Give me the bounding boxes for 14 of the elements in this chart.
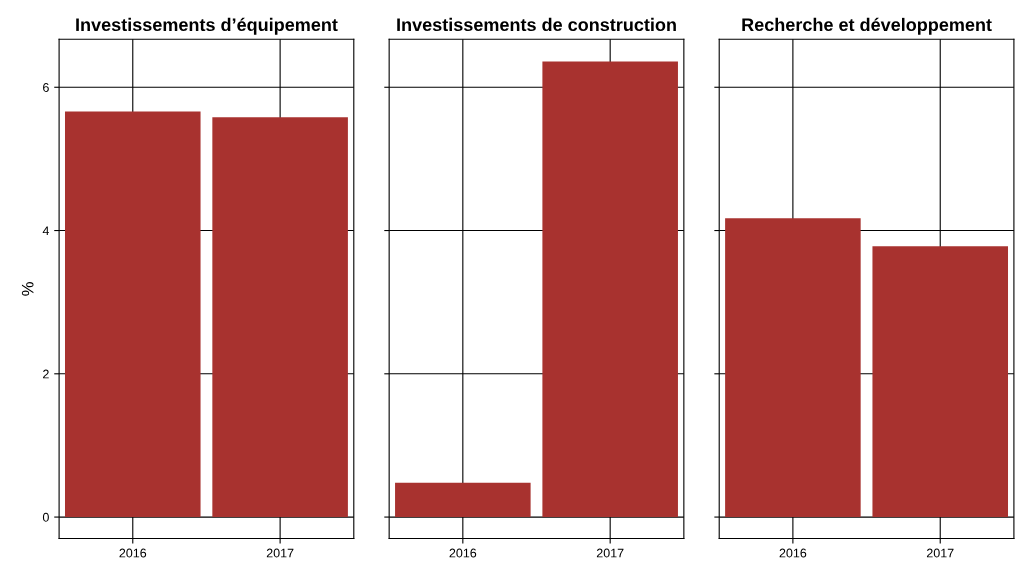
x-tick-label: 2016 (449, 548, 477, 558)
x-tick-label: 2017 (926, 548, 954, 558)
x-tick-label: 2017 (596, 548, 624, 558)
y-tick-label: 0 (42, 512, 49, 522)
y-tick-label: 4 (42, 226, 50, 236)
chart-title: Recherche et développement (742, 17, 992, 35)
y-tick-label: 2 (43, 369, 49, 379)
y-axis-title: % (21, 282, 34, 296)
x-tick-label: 2016 (779, 548, 807, 558)
chart-title: Investissements d’équipement (76, 17, 338, 35)
x-tick-label: 2017 (266, 548, 294, 558)
x-tick-label: 2016 (119, 548, 147, 558)
chart-title: Investissements de construction (397, 17, 676, 32)
y-tick-label: 6 (43, 83, 49, 92)
